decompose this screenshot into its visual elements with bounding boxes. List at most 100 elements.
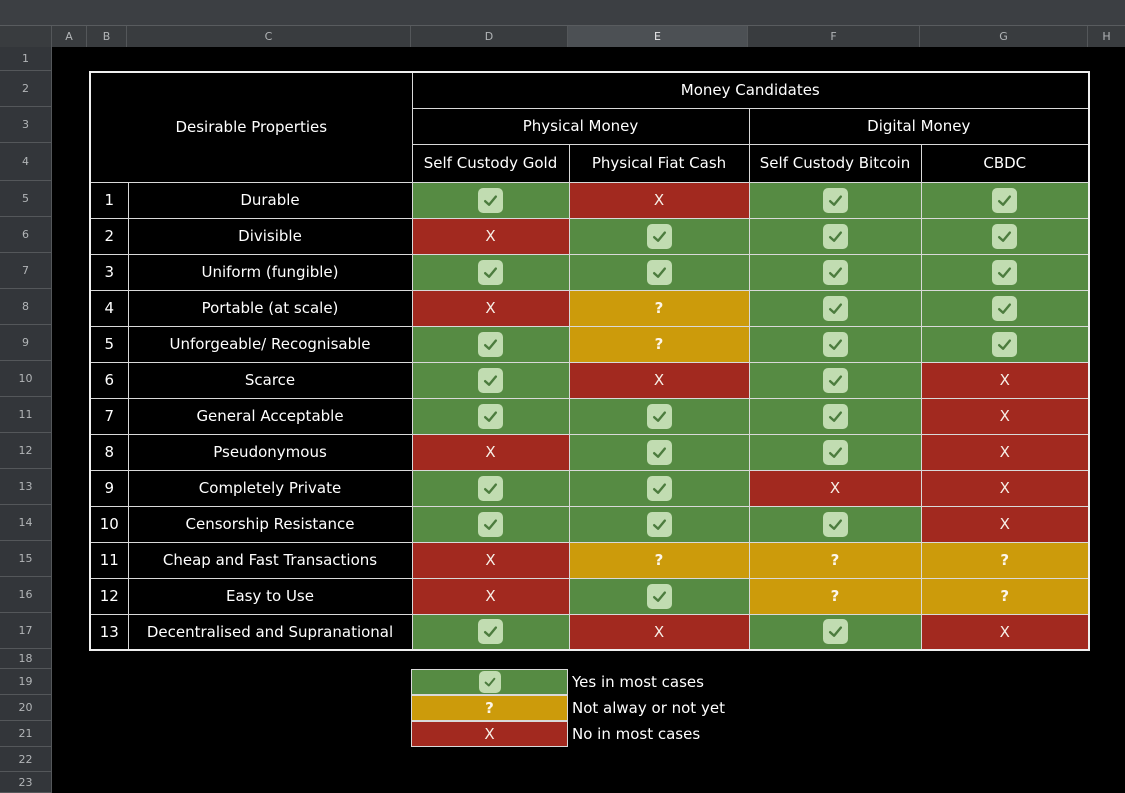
status-cell-yes[interactable]	[411, 325, 570, 363]
status-cell-yes[interactable]	[748, 433, 922, 471]
property-cell[interactable]: Scarce	[127, 361, 413, 399]
status-cell-yes[interactable]	[920, 217, 1090, 255]
property-cell[interactable]: Divisible	[127, 217, 413, 255]
status-cell-q[interactable]: ?	[920, 541, 1090, 579]
property-cell[interactable]: Portable (at scale)	[127, 289, 413, 327]
legend-swatch-q[interactable]: ?	[411, 695, 568, 721]
row-header-14[interactable]: 14	[0, 505, 52, 541]
header-self-custody-bitcoin[interactable]: Self Custody Bitcoin	[748, 143, 922, 183]
column-header-d[interactable]: D	[411, 26, 568, 47]
status-cell-yes[interactable]	[411, 469, 570, 507]
status-cell-q[interactable]: ?	[748, 577, 922, 615]
legend-swatch-yes[interactable]	[411, 669, 568, 695]
status-cell-yes[interactable]	[920, 289, 1090, 327]
status-cell-yes[interactable]	[568, 469, 750, 507]
status-cell-x[interactable]: X	[920, 505, 1090, 543]
status-cell-x[interactable]: X	[568, 613, 750, 651]
row-header-2[interactable]: 2	[0, 71, 52, 107]
header-cbdc[interactable]: CBDC	[920, 143, 1090, 183]
legend-label[interactable]: Not alway or not yet	[572, 699, 725, 717]
status-cell-yes[interactable]	[748, 397, 922, 435]
header-money-candidates[interactable]: Money Candidates	[411, 71, 1090, 109]
status-cell-q[interactable]: ?	[920, 577, 1090, 615]
status-cell-yes[interactable]	[748, 181, 922, 219]
status-cell-yes[interactable]	[568, 577, 750, 615]
row-header-13[interactable]: 13	[0, 469, 52, 505]
status-cell-yes[interactable]	[568, 253, 750, 291]
row-header-1[interactable]: 1	[0, 47, 52, 71]
row-number-cell[interactable]: 4	[89, 289, 129, 327]
row-header-3[interactable]: 3	[0, 107, 52, 143]
column-header-a[interactable]: A	[52, 26, 87, 47]
header-physical-fiat-cash[interactable]: Physical Fiat Cash	[568, 143, 750, 183]
status-cell-x[interactable]: X	[411, 433, 570, 471]
status-cell-q[interactable]: ?	[568, 289, 750, 327]
property-cell[interactable]: Cheap and Fast Transactions	[127, 541, 413, 579]
status-cell-x[interactable]: X	[920, 613, 1090, 651]
column-header-g[interactable]: G	[920, 26, 1088, 47]
row-number-cell[interactable]: 10	[89, 505, 129, 543]
status-cell-x[interactable]: X	[568, 361, 750, 399]
property-cell[interactable]: Completely Private	[127, 469, 413, 507]
row-number-cell[interactable]: 5	[89, 325, 129, 363]
row-header-7[interactable]: 7	[0, 253, 52, 289]
row-header-10[interactable]: 10	[0, 361, 52, 397]
status-cell-yes[interactable]	[411, 397, 570, 435]
status-cell-x[interactable]: X	[920, 397, 1090, 435]
legend-swatch-x[interactable]: X	[411, 721, 568, 747]
row-number-cell[interactable]: 1	[89, 181, 129, 219]
header-desirable-properties[interactable]: Desirable Properties	[89, 71, 413, 183]
header-physical-money[interactable]: Physical Money	[411, 107, 750, 145]
status-cell-x[interactable]: X	[411, 577, 570, 615]
status-cell-yes[interactable]	[411, 253, 570, 291]
row-header-4[interactable]: 4	[0, 143, 52, 181]
property-cell[interactable]: Durable	[127, 181, 413, 219]
row-number-cell[interactable]: 7	[89, 397, 129, 435]
property-cell[interactable]: Unforgeable/ Recognisable	[127, 325, 413, 363]
status-cell-yes[interactable]	[920, 253, 1090, 291]
row-header-8[interactable]: 8	[0, 289, 52, 325]
property-cell[interactable]: Uniform (fungible)	[127, 253, 413, 291]
row-header-17[interactable]: 17	[0, 613, 52, 649]
status-cell-yes[interactable]	[748, 505, 922, 543]
status-cell-yes[interactable]	[411, 505, 570, 543]
status-cell-yes[interactable]	[568, 505, 750, 543]
status-cell-x[interactable]: X	[411, 289, 570, 327]
row-header-21[interactable]: 21	[0, 721, 52, 747]
row-number-cell[interactable]: 9	[89, 469, 129, 507]
row-header-9[interactable]: 9	[0, 325, 52, 361]
property-cell[interactable]: Easy to Use	[127, 577, 413, 615]
status-cell-q[interactable]: ?	[568, 541, 750, 579]
legend-label[interactable]: No in most cases	[572, 725, 701, 743]
status-cell-yes[interactable]	[568, 217, 750, 255]
header-digital-money[interactable]: Digital Money	[748, 107, 1090, 145]
row-number-cell[interactable]: 3	[89, 253, 129, 291]
row-number-cell[interactable]: 6	[89, 361, 129, 399]
row-header-15[interactable]: 15	[0, 541, 52, 577]
status-cell-yes[interactable]	[748, 253, 922, 291]
row-header-19[interactable]: 19	[0, 669, 52, 695]
row-number-cell[interactable]: 8	[89, 433, 129, 471]
row-number-cell[interactable]: 11	[89, 541, 129, 579]
status-cell-x[interactable]: X	[411, 541, 570, 579]
status-cell-yes[interactable]	[411, 181, 570, 219]
status-cell-x[interactable]: X	[748, 469, 922, 507]
row-header-12[interactable]: 12	[0, 433, 52, 469]
legend-label[interactable]: Yes in most cases	[572, 673, 704, 691]
row-header-16[interactable]: 16	[0, 577, 52, 613]
status-cell-x[interactable]: X	[568, 181, 750, 219]
row-header-22[interactable]: 22	[0, 747, 52, 772]
row-number-cell[interactable]: 12	[89, 577, 129, 615]
status-cell-x[interactable]: X	[920, 433, 1090, 471]
status-cell-yes[interactable]	[920, 181, 1090, 219]
status-cell-yes[interactable]	[748, 613, 922, 651]
status-cell-yes[interactable]	[411, 613, 570, 651]
row-header-23[interactable]: 23	[0, 772, 52, 793]
row-number-cell[interactable]: 2	[89, 217, 129, 255]
column-header-e[interactable]: E	[568, 26, 748, 47]
status-cell-yes[interactable]	[920, 325, 1090, 363]
row-header-6[interactable]: 6	[0, 217, 52, 253]
status-cell-q[interactable]: ?	[568, 325, 750, 363]
status-cell-yes[interactable]	[411, 361, 570, 399]
row-header-20[interactable]: 20	[0, 695, 52, 721]
